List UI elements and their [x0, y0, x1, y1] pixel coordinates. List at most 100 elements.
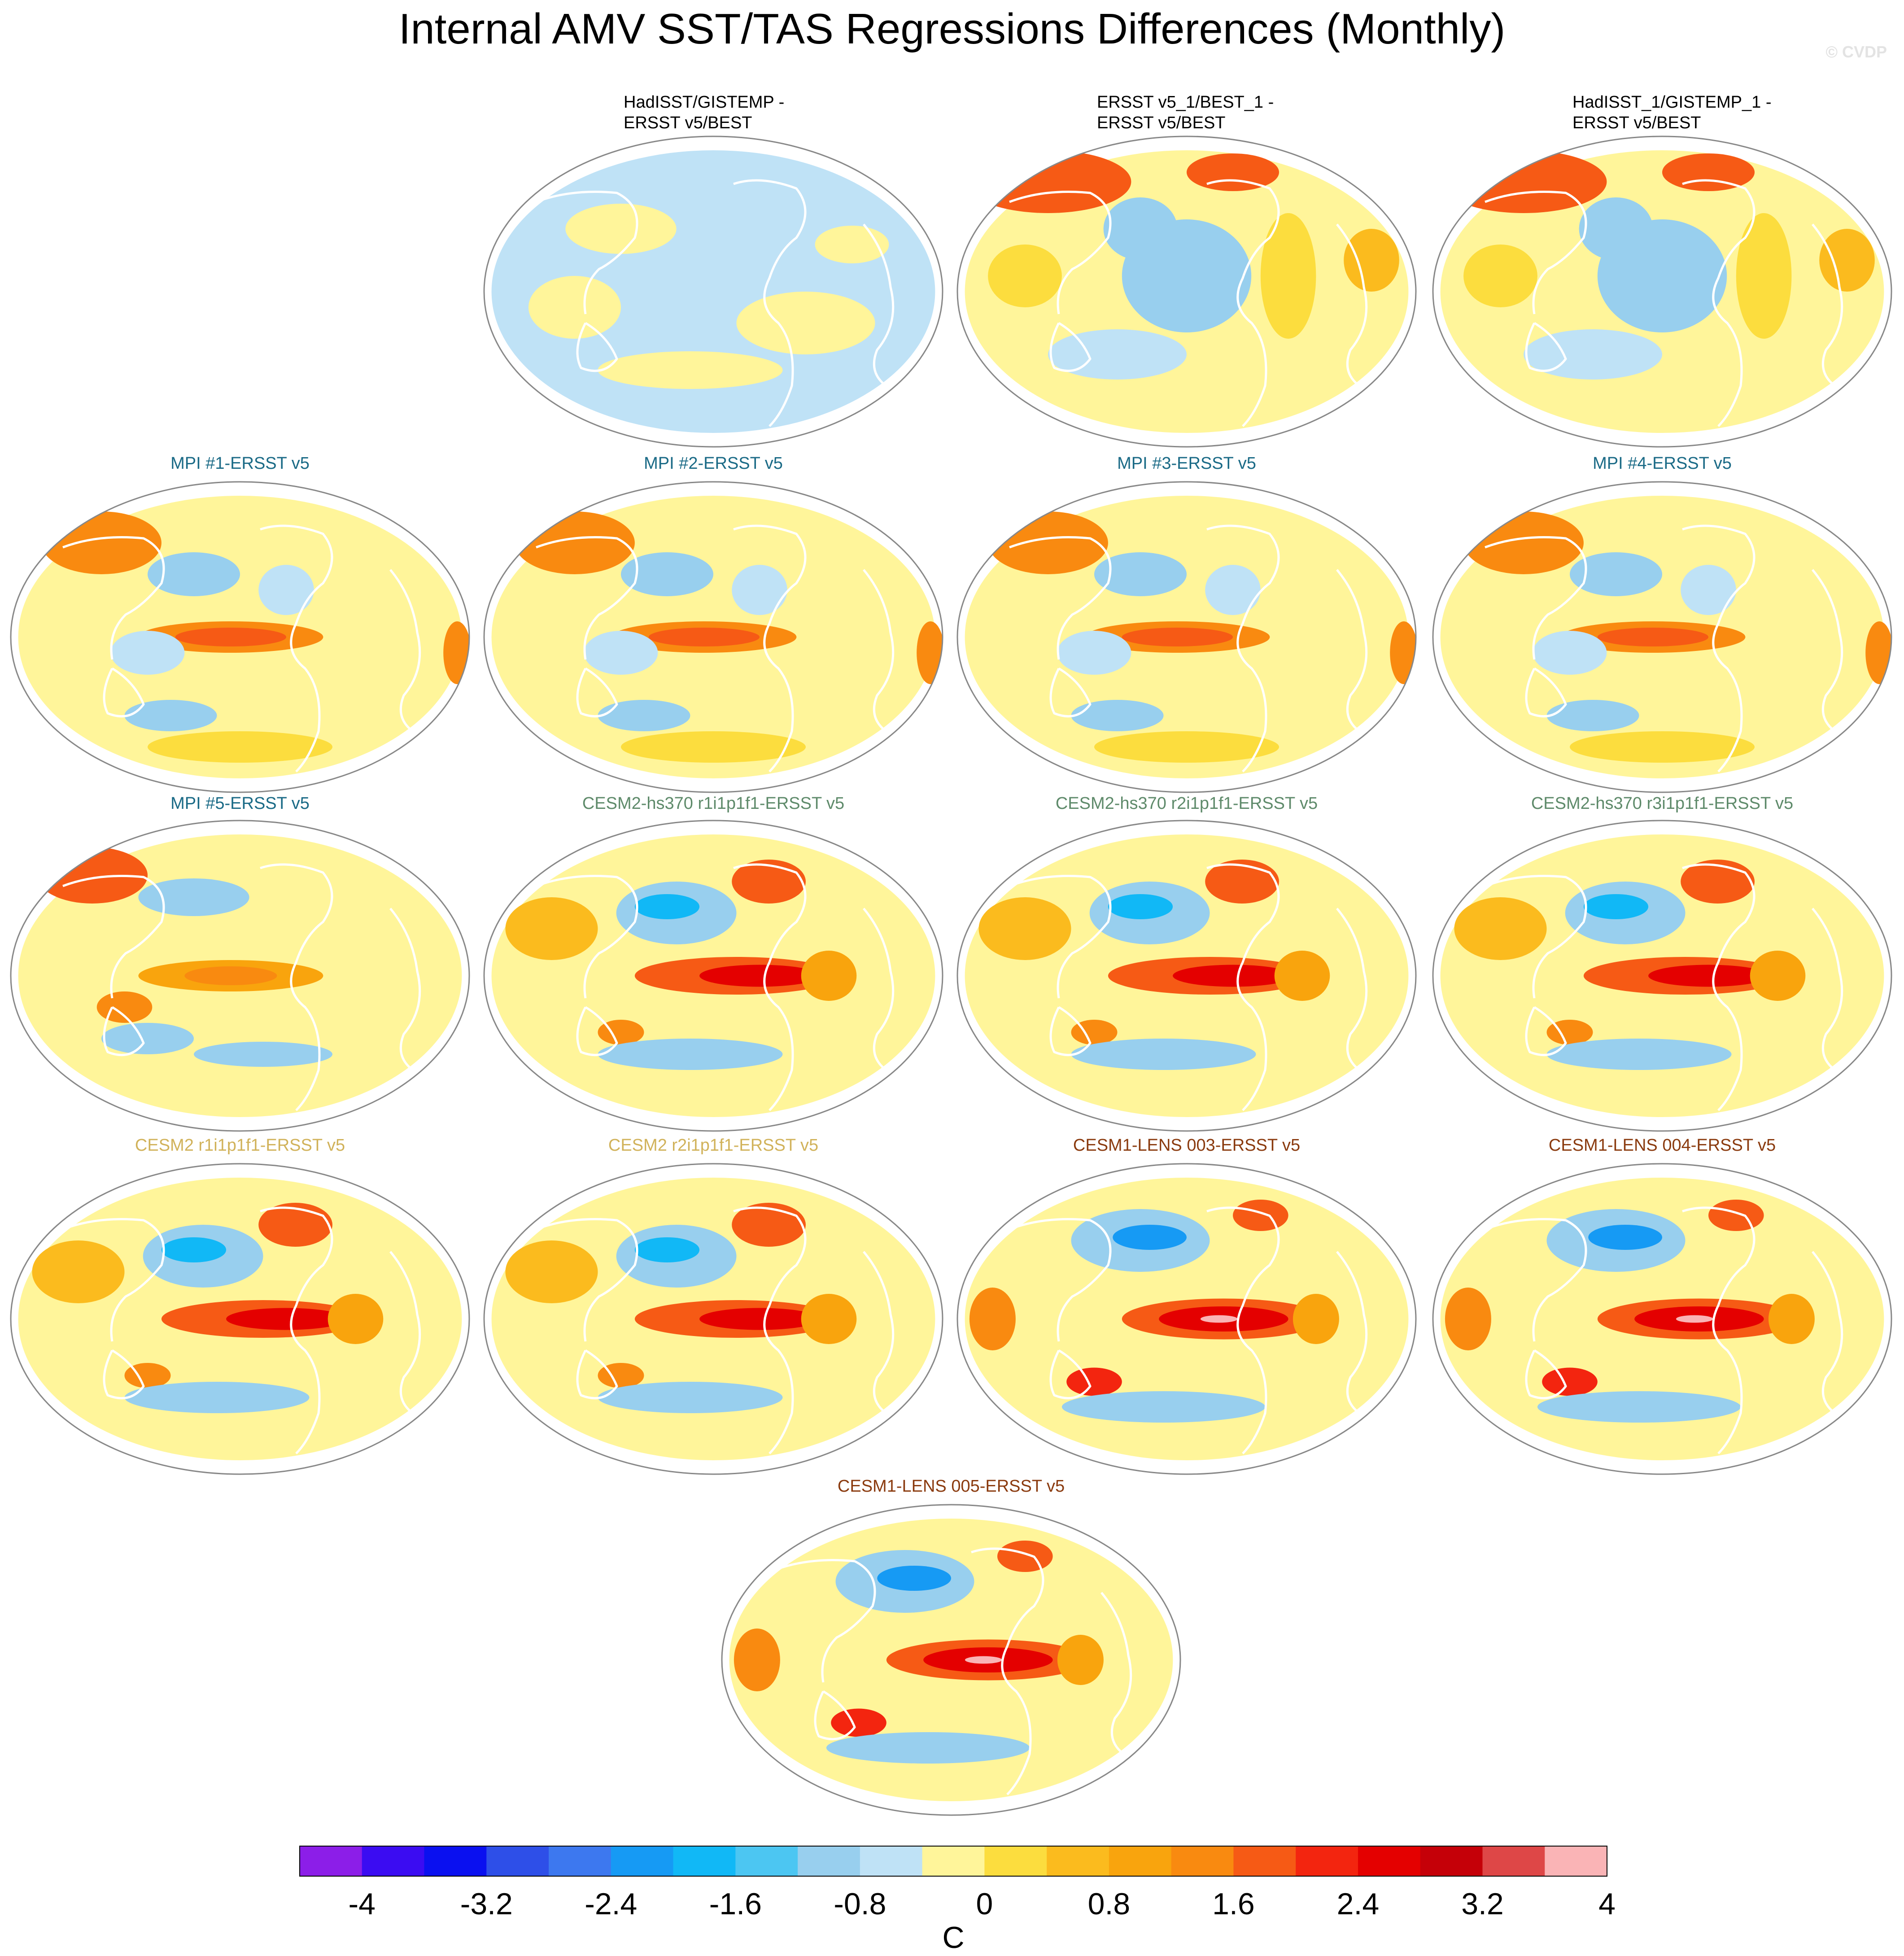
anomaly-region — [101, 1023, 194, 1054]
anomaly-region — [575, 430, 621, 447]
coastline — [389, 908, 421, 1071]
coastline — [1682, 524, 1756, 773]
coastline — [1682, 1206, 1756, 1454]
anomaly-region — [1048, 329, 1187, 380]
colorbar-tick-label: 3.2 — [1461, 1887, 1504, 1921]
colorbar-outline — [299, 1846, 1607, 1877]
anomaly-region — [175, 628, 286, 646]
map-mpi-1 — [10, 481, 470, 793]
anomaly-region — [1570, 552, 1662, 596]
anomaly-region — [1546, 1020, 1593, 1045]
anomaly-region — [1588, 1225, 1662, 1250]
colorbar-box — [922, 1846, 985, 1876]
map-cesm1-lens-005 — [721, 1504, 1181, 1816]
coastline — [733, 179, 807, 427]
panel-title-hadisst-1-gistemp-1: HadISST_1/GISTEMP_1 - ERSST v5/BEST — [1572, 93, 1772, 132]
panel-title-mpi-1: MPI #1-ERSST v5 — [170, 454, 310, 473]
panel-title-mpi-2: MPI #2-ERSST v5 — [644, 454, 783, 473]
coastline — [536, 536, 638, 660]
panel-title-cesm2-hs370-r2: CESM2-hs370 r2i1p1f1-ERSST v5 — [1055, 794, 1318, 813]
anomaly-region — [584, 631, 658, 675]
anomaly-region — [1066, 1367, 1122, 1396]
coastline — [1525, 322, 1567, 372]
map-hadisst-gistemp — [483, 135, 943, 448]
anomaly-region — [184, 966, 277, 985]
coastline — [1100, 1592, 1132, 1755]
figure-title: Internal AMV SST/TAS Regressions Differe… — [398, 5, 1506, 53]
coastline — [1682, 863, 1756, 1111]
anomaly-region — [1463, 244, 1537, 307]
coastline — [1206, 1206, 1280, 1454]
anomaly-region — [598, 1382, 783, 1413]
anomaly-region — [443, 621, 469, 684]
cvdp-watermark: © CVDP — [1825, 43, 1887, 61]
coastline — [389, 1251, 421, 1414]
coastline — [863, 1251, 895, 1414]
colorbar-tick-label: -2.4 — [585, 1887, 637, 1921]
coastline — [62, 875, 165, 999]
map-cesm2-hs370-r1 — [483, 820, 943, 1132]
anomaly-region — [194, 1042, 332, 1067]
coastline — [1206, 179, 1280, 427]
coastline — [103, 1006, 145, 1057]
anomaly-region — [1676, 1315, 1713, 1323]
coastline — [1336, 569, 1368, 732]
coastline — [1525, 1349, 1567, 1400]
colorbar-box — [860, 1846, 923, 1876]
colorbar-box — [735, 1846, 798, 1876]
anomaly-region — [1108, 894, 1173, 919]
anomaly-region — [1103, 197, 1178, 260]
colorbar-box — [1482, 1846, 1545, 1876]
colorbar-tick-label: -4 — [349, 1887, 376, 1921]
map-cesm2-hs370-r3 — [1432, 820, 1892, 1132]
coastline — [1485, 536, 1587, 660]
coastline — [1009, 191, 1112, 314]
map-border — [1432, 820, 1892, 1132]
anomaly-region — [138, 878, 249, 916]
map-cesm1-lens-004 — [1432, 1163, 1892, 1475]
anomaly-region — [699, 1308, 820, 1330]
panel-title-ersst-v5-1-best-1: ERSST v5_1/BEST_1 - ERSST v5/BEST — [1097, 93, 1274, 132]
anomaly-region — [161, 1237, 227, 1262]
map-border — [483, 481, 943, 793]
colorbar-box — [611, 1846, 674, 1876]
colorbar-tick-label: 4 — [1598, 1887, 1616, 1921]
anomaly-region — [699, 965, 820, 987]
anomaly-region — [1122, 628, 1233, 646]
coastline — [103, 667, 145, 718]
anomaly-region — [988, 244, 1062, 307]
anomaly-region — [598, 700, 690, 731]
anomaly-region — [634, 894, 700, 919]
anomaly-region — [1542, 1367, 1598, 1396]
coastline — [733, 524, 807, 773]
anomaly-region — [1071, 700, 1164, 731]
colorbar-box — [798, 1846, 860, 1876]
colorbar-box — [1109, 1846, 1172, 1876]
map-hadisst-1-gistemp-1 — [1432, 135, 1892, 448]
anomaly-region — [328, 1294, 384, 1344]
anomaly-region — [965, 150, 1131, 213]
anomaly-region — [801, 1294, 857, 1344]
colorbar-box — [300, 1846, 362, 1876]
coastline — [1049, 322, 1092, 372]
coastline — [1682, 179, 1756, 427]
coastline — [1009, 875, 1112, 999]
anomaly-region — [621, 731, 806, 763]
map-cesm2-r1 — [10, 1163, 470, 1475]
anomaly-region — [1173, 965, 1293, 987]
colorbar-units-label: C — [942, 1921, 964, 1955]
colorbar-tick-label: 0.8 — [1088, 1887, 1131, 1921]
panel-title-mpi-3: MPI #3-ERSST v5 — [1117, 454, 1256, 473]
anomaly-region — [1537, 1391, 1741, 1423]
anomaly-region — [1533, 631, 1607, 675]
coastline — [1485, 875, 1587, 999]
anomaly-region — [1597, 628, 1708, 646]
anomaly-region — [110, 631, 185, 675]
anomaly-region — [621, 552, 713, 596]
colorbar-box — [1420, 1846, 1483, 1876]
map-border — [956, 135, 1417, 448]
coastline — [576, 1006, 618, 1057]
colorbar-box — [362, 1846, 425, 1876]
coastline — [1485, 1218, 1587, 1342]
map-border — [10, 1163, 470, 1475]
